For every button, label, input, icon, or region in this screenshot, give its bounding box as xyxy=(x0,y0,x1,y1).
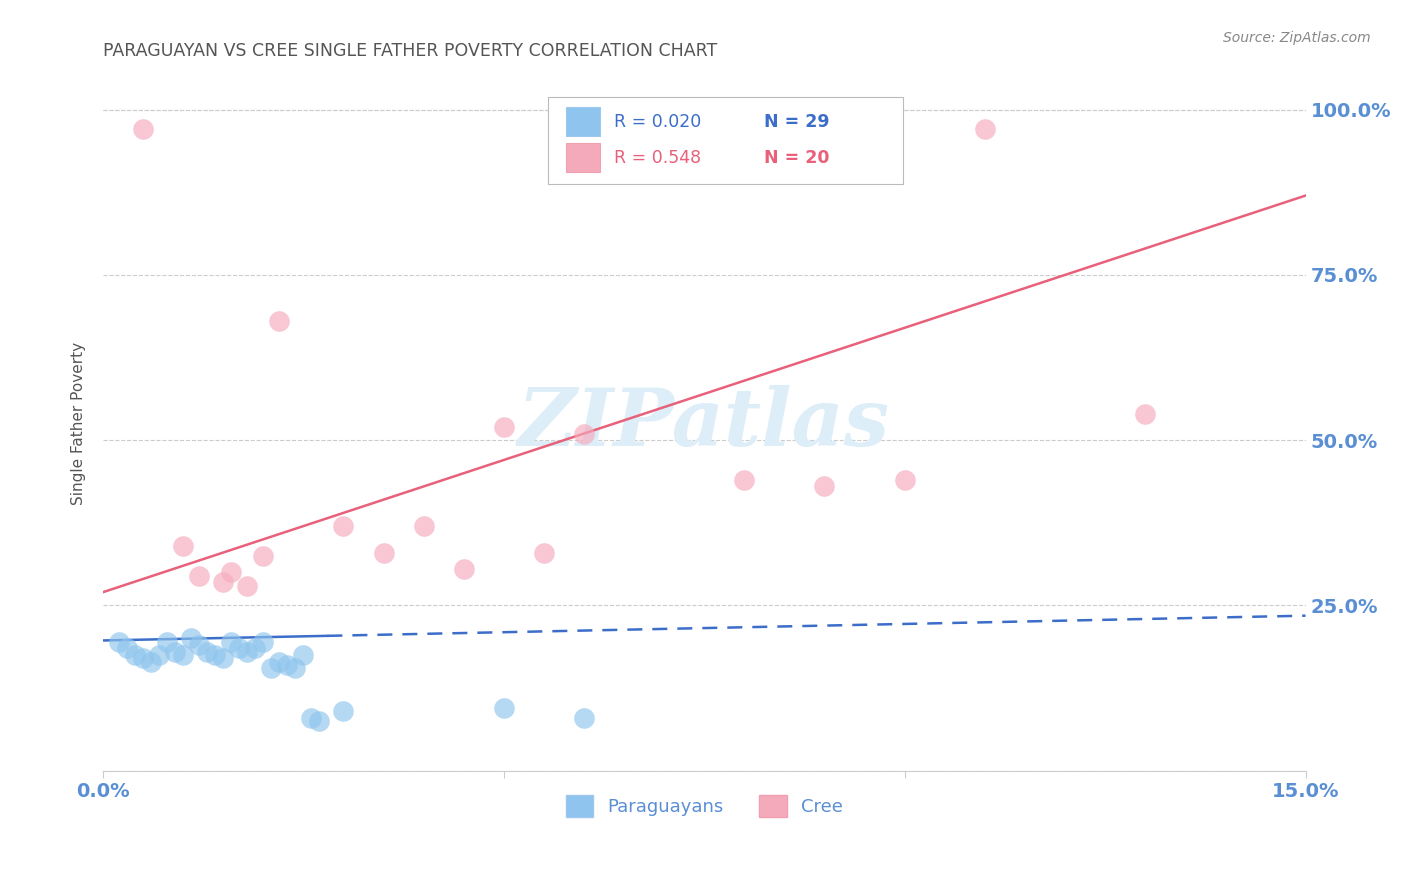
Point xyxy=(308,714,330,728)
Point xyxy=(572,426,595,441)
Text: R = 0.548: R = 0.548 xyxy=(614,149,702,167)
Point xyxy=(332,704,354,718)
Point xyxy=(1133,407,1156,421)
Text: N = 29: N = 29 xyxy=(765,112,830,131)
Point xyxy=(492,701,515,715)
Point xyxy=(172,539,194,553)
Point xyxy=(412,519,434,533)
Point xyxy=(572,711,595,725)
Point xyxy=(188,568,211,582)
Point xyxy=(165,645,187,659)
Point xyxy=(236,579,259,593)
Point xyxy=(813,479,835,493)
Point xyxy=(212,651,235,665)
Point xyxy=(292,648,315,662)
Y-axis label: Single Father Poverty: Single Father Poverty xyxy=(72,342,86,505)
Point xyxy=(299,711,322,725)
Point xyxy=(284,661,307,675)
Point xyxy=(245,641,267,656)
Point xyxy=(973,122,995,136)
Point xyxy=(893,473,915,487)
Text: R = 0.020: R = 0.020 xyxy=(614,112,702,131)
Point xyxy=(108,634,131,648)
Point xyxy=(219,634,242,648)
Point xyxy=(132,651,155,665)
Point xyxy=(115,641,138,656)
Point xyxy=(132,122,155,136)
Point xyxy=(269,655,291,669)
Point xyxy=(373,545,395,559)
Point xyxy=(156,634,179,648)
FancyBboxPatch shape xyxy=(565,107,599,136)
Point xyxy=(276,657,298,672)
Point xyxy=(269,314,291,328)
Text: PARAGUAYAN VS CREE SINGLE FATHER POVERTY CORRELATION CHART: PARAGUAYAN VS CREE SINGLE FATHER POVERTY… xyxy=(103,42,717,60)
Point xyxy=(252,634,274,648)
Point xyxy=(204,648,226,662)
Point xyxy=(228,641,250,656)
Point xyxy=(453,562,475,576)
Text: Source: ZipAtlas.com: Source: ZipAtlas.com xyxy=(1223,31,1371,45)
Point xyxy=(172,648,194,662)
Point xyxy=(533,545,555,559)
Point xyxy=(148,648,170,662)
Point xyxy=(219,566,242,580)
Point xyxy=(188,638,211,652)
Point xyxy=(252,549,274,563)
Point xyxy=(212,575,235,590)
Text: N = 20: N = 20 xyxy=(765,149,830,167)
Legend: Paraguayans, Cree: Paraguayans, Cree xyxy=(558,788,851,824)
Point xyxy=(332,519,354,533)
Point xyxy=(139,655,162,669)
Point xyxy=(492,420,515,434)
FancyBboxPatch shape xyxy=(565,144,599,172)
Point xyxy=(180,632,202,646)
FancyBboxPatch shape xyxy=(548,97,903,184)
Point xyxy=(124,648,146,662)
Point xyxy=(260,661,283,675)
Point xyxy=(195,645,218,659)
Point xyxy=(236,645,259,659)
Text: ZIPatlas: ZIPatlas xyxy=(519,384,890,462)
Point xyxy=(733,473,755,487)
